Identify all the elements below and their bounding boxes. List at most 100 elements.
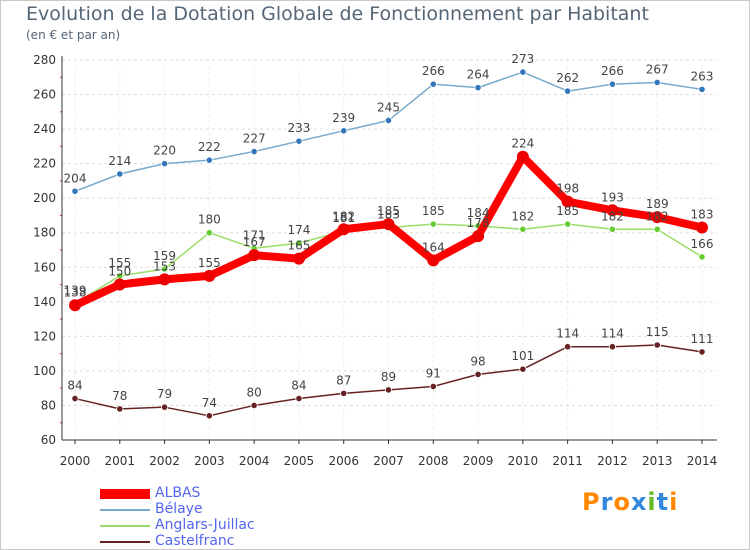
y-tick-label: 200 [33, 191, 56, 205]
x-tick-label: 2011 [552, 454, 583, 468]
data-point-albas [158, 273, 171, 286]
data-point-albas [696, 221, 708, 234]
data-point-albas [472, 230, 485, 243]
data-label-anglars-juillac: 174 [287, 223, 310, 237]
data-label-anglars-juillac: 182 [511, 209, 534, 223]
data-point-b-laye [474, 84, 482, 92]
data-label-castelfranc: 74 [202, 396, 217, 410]
data-point-b-laye [295, 137, 303, 145]
legend-label-anglars-juillac: Anglars-Juillac [155, 517, 255, 533]
data-label-albas: 153 [153, 259, 176, 273]
data-point-b-laye [519, 68, 527, 76]
legend-swatch-albas [100, 489, 150, 499]
data-point-anglars-juillac [295, 239, 303, 247]
data-label-b-laye: 214 [108, 154, 131, 168]
data-point-anglars-juillac [160, 265, 169, 273]
y-tick-label: 100 [33, 364, 56, 378]
data-label-b-laye: 264 [467, 68, 490, 82]
legend-item-castelfranc: Castelfranc [100, 533, 400, 550]
data-label-anglars-juillac: 181 [332, 211, 355, 225]
data-point-castelfranc [474, 370, 482, 378]
legend-label-castelfranc: Castelfranc [155, 533, 235, 549]
y-tick-label: 240 [33, 122, 56, 136]
data-label-albas: 164 [422, 240, 445, 254]
data-label-castelfranc: 84 [291, 379, 306, 393]
y-tick-label: 160 [33, 260, 56, 274]
data-label-castelfranc: 111 [691, 332, 714, 346]
legend-item-albas: ALBAS [100, 485, 400, 502]
data-point-b-laye [205, 156, 213, 164]
data-label-anglars-juillac: 182 [646, 209, 669, 223]
data-label-albas: 224 [511, 137, 534, 151]
legend-label-albas: ALBAS [155, 485, 201, 501]
data-label-albas: 193 [601, 190, 624, 204]
data-label-castelfranc: 79 [157, 387, 172, 401]
data-label-castelfranc: 87 [336, 373, 351, 387]
data-label-b-laye: 266 [601, 64, 624, 78]
data-point-castelfranc [519, 365, 527, 373]
data-point-anglars-juillac [608, 225, 617, 233]
data-label-albas: 138 [64, 285, 87, 299]
x-tick-label: 2005 [284, 454, 315, 468]
y-tick-label: 260 [33, 88, 56, 102]
data-label-anglars-juillac: 185 [556, 204, 579, 218]
data-label-albas: 167 [243, 235, 266, 249]
data-label-albas: 183 [691, 208, 714, 222]
chart-title: Evolution de la Dotation Globale de Fonc… [26, 3, 649, 25]
data-label-b-laye: 263 [691, 69, 714, 83]
data-label-albas: 185 [377, 204, 400, 218]
data-point-anglars-juillac [429, 220, 437, 228]
data-label-b-laye: 220 [153, 144, 176, 158]
data-label-b-laye: 273 [511, 52, 534, 66]
legend-swatch-castelfranc [100, 541, 150, 543]
data-point-castelfranc [340, 389, 348, 397]
legend: ALBAS Bélaye Anglars-Juillac Castelfranc [100, 485, 400, 550]
data-point-albas [561, 195, 574, 208]
data-label-castelfranc: 114 [601, 327, 624, 341]
data-point-albas [292, 252, 305, 265]
data-label-anglars-juillac: 155 [108, 256, 131, 270]
data-label-anglars-juillac: 182 [601, 209, 624, 223]
data-label-albas: 155 [198, 256, 221, 270]
data-label-castelfranc: 114 [556, 327, 579, 341]
data-label-b-laye: 239 [332, 111, 355, 125]
data-point-castelfranc [116, 405, 124, 413]
data-label-castelfranc: 101 [511, 349, 534, 363]
data-label-anglars-juillac: 166 [691, 237, 714, 251]
data-point-castelfranc [160, 403, 169, 411]
data-point-b-laye [160, 160, 169, 168]
data-point-albas [516, 150, 529, 163]
data-label-anglars-juillac: 171 [243, 228, 266, 242]
data-point-albas [248, 249, 261, 262]
data-point-albas [69, 299, 81, 312]
x-tick-label: 2002 [149, 454, 180, 468]
data-label-albas: 150 [108, 265, 131, 279]
y-tick-label: 220 [33, 157, 56, 171]
x-tick-label: 2008 [418, 454, 449, 468]
data-point-albas [427, 254, 440, 267]
data-point-castelfranc [653, 341, 661, 349]
legend-label-belaye: Bélaye [155, 501, 203, 517]
data-point-anglars-juillac [698, 253, 706, 261]
data-label-anglars-juillac: 184 [467, 206, 490, 220]
data-label-castelfranc: 98 [470, 354, 485, 368]
x-tick-label: 2004 [239, 454, 270, 468]
legend-item-anglars-juillac: Anglars-Juillac [100, 517, 400, 534]
data-point-castelfranc [71, 394, 79, 403]
data-point-b-laye [71, 187, 79, 195]
y-tick-label: 140 [33, 295, 56, 309]
data-point-b-laye [384, 116, 393, 125]
data-label-albas: 178 [467, 216, 490, 230]
series-line-b-laye [74, 71, 703, 193]
data-label-castelfranc: 80 [247, 385, 262, 399]
data-point-castelfranc [295, 394, 303, 403]
data-label-castelfranc: 84 [67, 379, 82, 393]
data-label-castelfranc: 91 [426, 366, 441, 380]
data-point-anglars-juillac [653, 225, 661, 233]
y-tick-label: 120 [33, 329, 56, 343]
data-label-b-laye: 245 [377, 100, 400, 114]
data-point-b-laye [116, 170, 124, 178]
data-label-castelfranc: 89 [381, 370, 396, 384]
data-label-albas: 198 [556, 182, 579, 196]
legend-swatch-belaye [100, 509, 150, 511]
